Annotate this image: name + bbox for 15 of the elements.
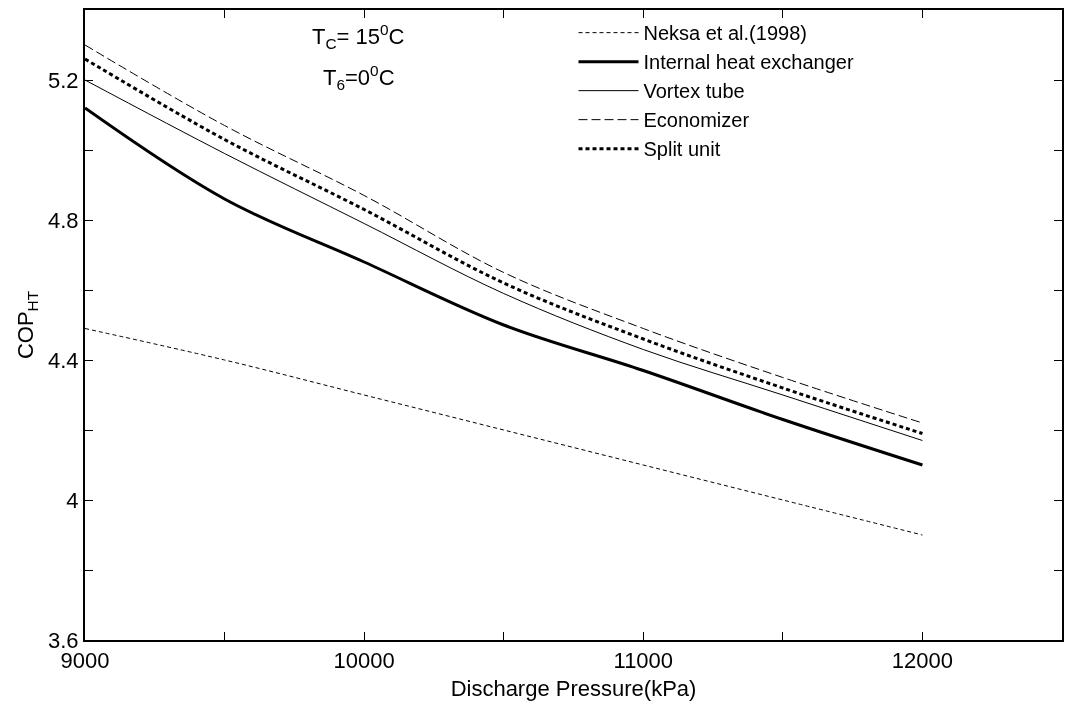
legend-label: Economizer — [643, 109, 750, 132]
x-tick-label: 12000 — [891, 648, 954, 674]
x-tick-label: 10000 — [333, 648, 395, 674]
x-axis-title: Discharge Pressure(kPa) — [450, 675, 697, 701]
x-tick-label: 11000 — [613, 648, 674, 674]
legend-label: Split unit — [643, 138, 721, 161]
y-tick-label: 5.2 — [48, 67, 79, 93]
annotation: T$_{C}$= 15$^{0}$C — [312, 21, 405, 52]
y-tick-label: 4 — [66, 487, 79, 513]
legend-label: Internal heat exchanger — [643, 51, 854, 74]
annotation: T$_{6}$=0$^{0}$C — [323, 62, 395, 93]
y-tick-label: 4.4 — [48, 347, 79, 373]
legend-label: Neksa et al.(1998) — [643, 22, 807, 45]
legend-label: Vortex tube — [643, 80, 745, 103]
y-tick-label: 4.8 — [48, 207, 79, 233]
